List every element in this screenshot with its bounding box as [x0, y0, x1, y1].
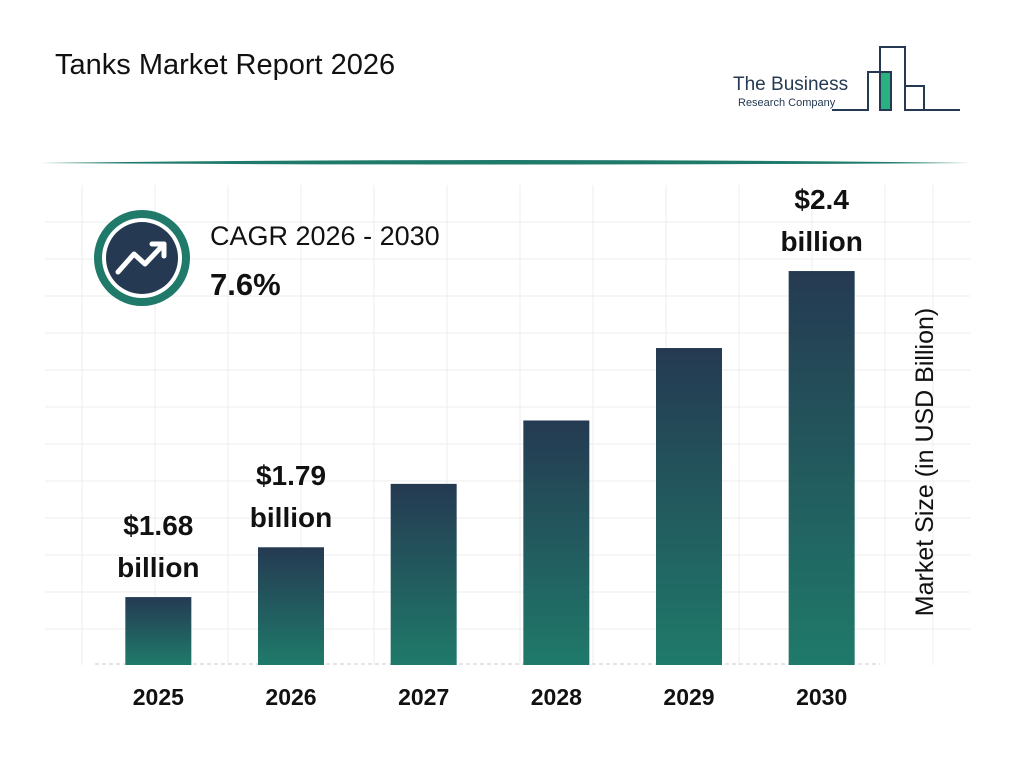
bar: [788, 271, 855, 665]
cagr-label: CAGR 2026 - 2030: [210, 221, 440, 251]
cagr-icon: [94, 210, 190, 306]
x-tick-label: 2025: [133, 684, 184, 710]
bar: [258, 547, 324, 665]
brand-name: The Business: [733, 74, 848, 95]
header-rule: [40, 160, 970, 165]
x-tick-label: 2026: [265, 684, 316, 710]
value-label: $2.4 billion: [780, 184, 863, 258]
bar: [390, 483, 457, 665]
x-tick-label: 2030: [796, 684, 847, 710]
cagr-value: 7.6%: [210, 267, 281, 302]
x-tick-label: 2029: [663, 684, 714, 710]
bar: [656, 348, 722, 665]
value-label: $1.79 billion: [249, 460, 333, 534]
value-label: $1.68 billion: [117, 510, 200, 584]
brand-logo: [832, 46, 960, 111]
bar: [125, 597, 192, 665]
x-tick-label: 2027: [398, 684, 449, 710]
bar: [523, 420, 590, 665]
brand-sub: Research Company: [738, 97, 836, 109]
chart-title: Tanks Market Report 2026: [55, 49, 395, 81]
x-tick-label: 2028: [531, 684, 582, 710]
y-axis-label: Market Size (in USD Billion): [911, 308, 939, 616]
